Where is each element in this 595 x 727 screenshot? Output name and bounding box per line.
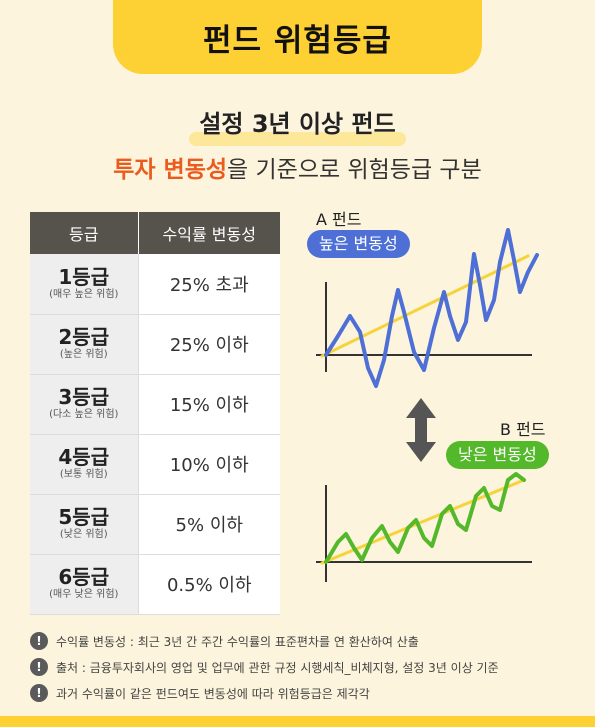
fund-a-label: A 펀드 bbox=[316, 210, 362, 229]
footnote-text: 출처 : 금융투자회사의 영업 및 업무에 관한 규정 시행세칙_비체지형, 설… bbox=[56, 660, 499, 675]
table-row: 3등급 (다소 높은 위험) 15% 이하 bbox=[30, 374, 280, 435]
table-row: 4등급 (보통 위험) 10% 이하 bbox=[30, 434, 280, 495]
tagline-rest: 을 기준으로 위험등급 구분 bbox=[227, 157, 482, 183]
footnote-item: ! 출처 : 금융투자회사의 영업 및 업무에 관한 규정 시행세칙_비체지형,… bbox=[30, 654, 575, 680]
fund-b-trend-line bbox=[320, 478, 526, 565]
fund-a-axes bbox=[316, 282, 532, 372]
subtitle: 설정 3년 이상 펀드 bbox=[189, 104, 406, 146]
page-title: 펀드 위험등급 bbox=[113, 0, 482, 74]
fund-b-axes bbox=[316, 485, 532, 582]
table-row: 6등급 (매우 낮은 위험) 0.5% 이하 bbox=[30, 554, 280, 615]
table-row: 2등급 (높은 위험) 25% 이하 bbox=[30, 314, 280, 375]
grade-desc: (다소 높은 위험) bbox=[49, 409, 119, 420]
volatility-cell: 10% 이하 bbox=[138, 434, 280, 495]
fund-a-volatility-line bbox=[324, 228, 539, 388]
footnote-text: 과거 수익률이 같은 펀드여도 변동성에 따라 위험등급은 제각각 bbox=[56, 686, 370, 701]
grade-desc: (매우 낮은 위험) bbox=[49, 589, 119, 600]
exclamation-icon: ! bbox=[30, 684, 48, 702]
fund-b-label: B 펀드 bbox=[500, 420, 546, 439]
table-row: 1등급 (매우 높은 위험) 25% 초과 bbox=[30, 254, 280, 315]
grade-desc: (높은 위험) bbox=[59, 349, 108, 360]
fund-a-trend-line bbox=[320, 254, 530, 358]
grade-name: 3등급 bbox=[58, 385, 110, 409]
grade-desc: (낮은 위험) bbox=[59, 529, 108, 540]
table-row: 5등급 (낮은 위험) 5% 이하 bbox=[30, 494, 280, 555]
grade-name: 5등급 bbox=[58, 505, 110, 529]
footnotes: ! 수익률 변동성 : 최근 3년 간 주간 수익률의 표준편차를 연 환산하여… bbox=[30, 628, 575, 706]
table-header-row: 등급 수익률 변동성 bbox=[30, 212, 280, 254]
fund-b-volatility-badge: 낮은 변동성 bbox=[446, 441, 549, 469]
volatility-cell: 5% 이하 bbox=[138, 494, 280, 555]
grade-cell: 2등급 (높은 위험) bbox=[30, 314, 139, 375]
fund-b-volatility-line bbox=[324, 472, 526, 564]
volatility-cell: 25% 이하 bbox=[138, 314, 280, 375]
column-header-grade: 등급 bbox=[30, 212, 139, 254]
grade-desc: (보통 위험) bbox=[59, 469, 108, 480]
up-down-arrow-icon bbox=[406, 398, 436, 462]
grade-name: 6등급 bbox=[58, 565, 110, 589]
grade-name: 2등급 bbox=[58, 325, 110, 349]
volatility-cell: 15% 이하 bbox=[138, 374, 280, 435]
tagline: 투자 변동성을 기준으로 위험등급 구분 bbox=[0, 150, 595, 184]
grade-cell: 6등급 (매우 낮은 위험) bbox=[30, 554, 139, 615]
grade-desc: (매우 높은 위험) bbox=[49, 288, 119, 300]
grade-cell: 4등급 (보통 위험) bbox=[30, 434, 139, 495]
exclamation-icon: ! bbox=[30, 658, 48, 676]
grade-name: 4등급 bbox=[58, 445, 110, 469]
tagline-highlight: 투자 변동성 bbox=[113, 157, 228, 183]
column-header-volatility: 수익률 변동성 bbox=[138, 212, 280, 254]
footnote-item: ! 수익률 변동성 : 최근 3년 간 주간 수익률의 표준편차를 연 환산하여… bbox=[30, 628, 575, 654]
volatility-cell: 0.5% 이하 bbox=[138, 554, 280, 615]
grade-cell: 1등급 (매우 높은 위험) bbox=[30, 254, 139, 315]
grade-name: 1등급 bbox=[58, 264, 110, 289]
volatility-illustration bbox=[316, 228, 539, 582]
grade-cell: 3등급 (다소 높은 위험) bbox=[30, 374, 139, 435]
risk-grade-table: 등급 수익률 변동성 1등급 (매우 높은 위험) 25% 초과 2등급 (높은 위… bbox=[30, 212, 280, 615]
exclamation-icon: ! bbox=[30, 632, 48, 650]
bottom-accent-bar bbox=[0, 716, 595, 727]
footnote-item: ! 과거 수익률이 같은 펀드여도 변동성에 따라 위험등급은 제각각 bbox=[30, 680, 575, 706]
fund-a-volatility-badge: 높은 변동성 bbox=[307, 230, 410, 258]
volatility-cell: 25% 초과 bbox=[138, 254, 280, 315]
grade-cell: 5등급 (낮은 위험) bbox=[30, 494, 139, 555]
footnote-text: 수익률 변동성 : 최근 3년 간 주간 수익률의 표준편차를 연 환산하여 산… bbox=[56, 634, 419, 649]
